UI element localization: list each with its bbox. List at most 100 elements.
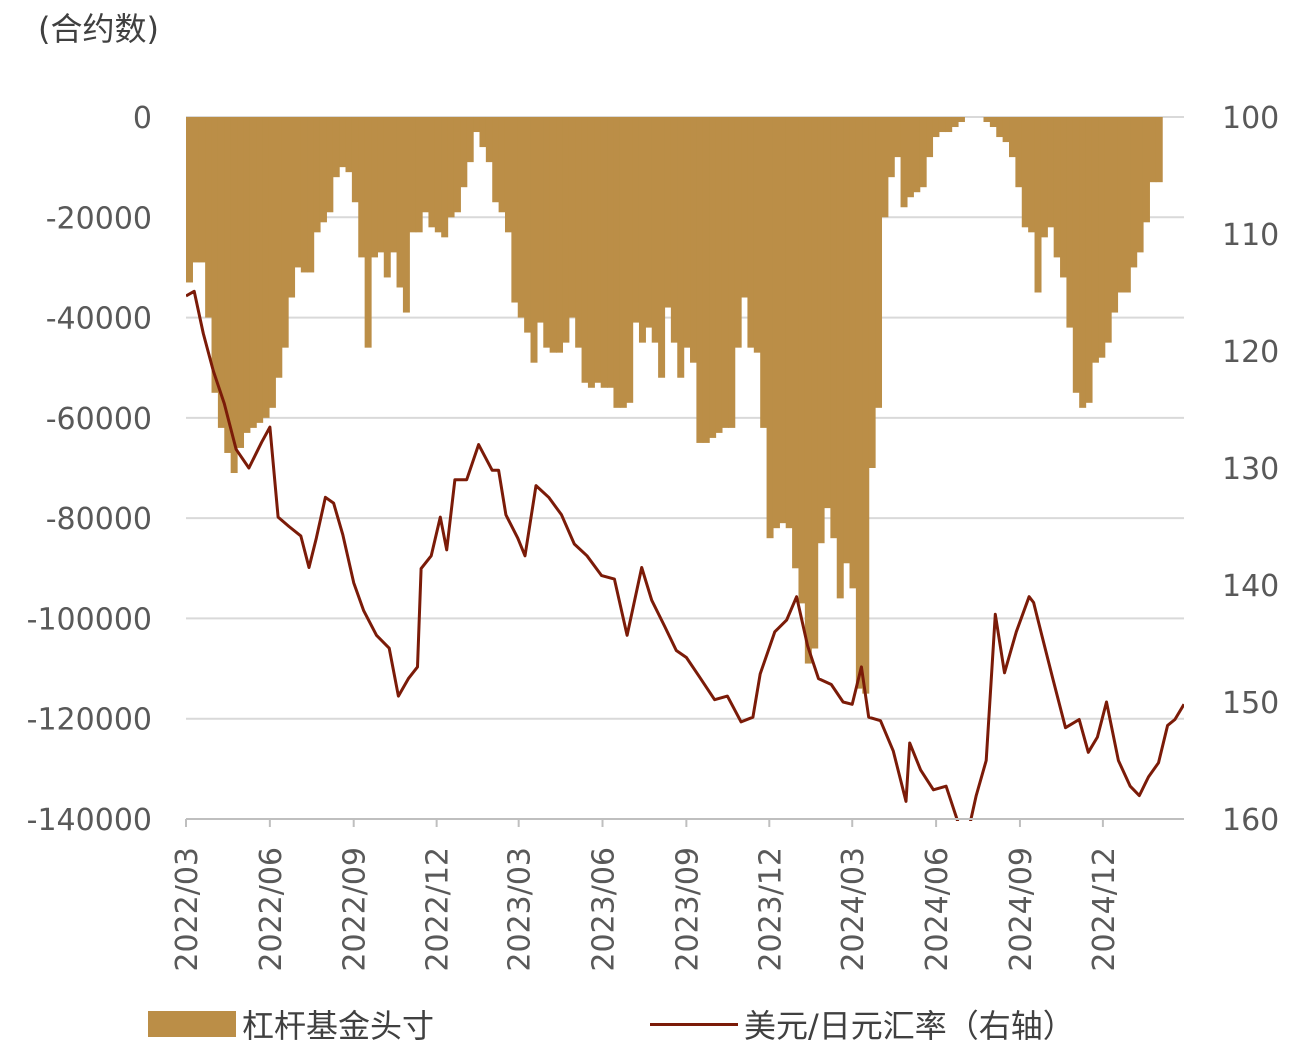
right-tick-label: 130 — [1222, 452, 1279, 487]
bar — [996, 117, 1004, 138]
bar — [651, 117, 659, 343]
bar — [549, 117, 557, 353]
bar — [607, 117, 615, 388]
bar — [1085, 117, 1093, 403]
bar — [1104, 117, 1112, 343]
bar — [396, 117, 404, 288]
bar — [351, 117, 359, 203]
legend-swatch-bar — [148, 1011, 236, 1037]
bar — [945, 117, 953, 133]
legend-label-bar: 杠杆基金头寸 — [242, 1007, 435, 1045]
bar — [619, 117, 627, 408]
bar — [268, 117, 276, 408]
bar — [741, 117, 749, 298]
bar — [1098, 117, 1106, 358]
bar — [1060, 117, 1068, 278]
bar — [932, 117, 940, 138]
bar — [766, 117, 774, 539]
bar — [1117, 117, 1125, 293]
bar — [804, 117, 812, 664]
x-tick-label: 2022/09 — [338, 847, 373, 972]
bar — [696, 117, 704, 443]
bar — [485, 117, 493, 163]
bar — [1142, 117, 1150, 223]
right-tick-label: 120 — [1222, 335, 1279, 370]
bar — [1034, 117, 1042, 293]
bar — [1053, 117, 1061, 258]
bar — [594, 117, 602, 383]
bar — [1040, 117, 1048, 238]
left-tick-label: -60000 — [46, 402, 152, 437]
bar — [632, 117, 640, 323]
right-tick-label: 100 — [1222, 101, 1279, 136]
bar — [683, 117, 691, 348]
bar — [779, 117, 787, 524]
bar — [383, 117, 391, 278]
bar — [192, 117, 200, 263]
bar — [230, 117, 238, 474]
usdjpy-line — [186, 289, 1184, 821]
bar — [460, 117, 468, 188]
bar — [868, 117, 876, 468]
bar — [600, 117, 608, 388]
bar — [575, 117, 583, 348]
bar — [364, 117, 372, 348]
bar — [670, 117, 678, 343]
bar — [1123, 117, 1131, 293]
bar — [1130, 117, 1138, 268]
bar — [894, 117, 902, 158]
bar — [772, 117, 780, 529]
chart-canvas: 0 -20000 -40000 -60000 -80000 -100000 -120000 -… — [27, 101, 1280, 972]
x-tick-label: 2024/09 — [1004, 847, 1039, 972]
bar — [626, 117, 634, 403]
x-tick-label: 2023/12 — [753, 847, 788, 972]
x-tick-label: 2022/12 — [421, 847, 456, 972]
bar — [913, 117, 921, 193]
bar-series-leveraged-funds — [186, 117, 1163, 694]
bar — [664, 117, 672, 308]
bar — [332, 117, 340, 178]
bar — [887, 117, 895, 178]
bar — [441, 117, 449, 238]
bar — [613, 117, 621, 408]
bar — [843, 117, 851, 564]
left-tick-label: -120000 — [27, 703, 152, 738]
left-tick-label: -140000 — [27, 803, 152, 838]
x-tick-label: 2022/03 — [170, 847, 205, 972]
bar — [402, 117, 410, 313]
bar — [721, 117, 729, 428]
bar — [224, 117, 232, 453]
bar — [747, 117, 755, 348]
bar — [753, 117, 761, 353]
bar — [587, 117, 595, 388]
bar — [1002, 117, 1010, 143]
bar — [830, 117, 838, 539]
bar — [1079, 117, 1087, 408]
bar — [1015, 117, 1023, 188]
bar — [728, 117, 736, 428]
bar — [498, 117, 506, 213]
x-tick-label: 2024/06 — [920, 847, 955, 972]
bar — [211, 117, 219, 393]
left-y-axis: 0 -20000 -40000 -60000 -80000 -100000 -120000 -… — [27, 101, 152, 838]
bar — [798, 117, 806, 604]
bar — [358, 117, 366, 258]
bar — [581, 117, 589, 383]
bar — [926, 117, 934, 158]
legend: 杠杆基金头寸 美元/日元汇率（右轴） — [0, 996, 1305, 1052]
bar — [415, 117, 423, 233]
bar — [517, 117, 525, 318]
bar — [536, 117, 544, 323]
right-y-axis: 100 110 120 130 140 150 160 — [1222, 101, 1279, 838]
bar — [313, 117, 321, 233]
bar — [862, 117, 870, 694]
bar — [983, 117, 991, 123]
bar — [760, 117, 768, 428]
bar — [281, 117, 289, 348]
bar — [466, 117, 474, 163]
bar — [479, 117, 487, 148]
bar — [345, 117, 353, 173]
bar — [906, 117, 914, 198]
bar — [377, 117, 385, 253]
bar — [524, 117, 532, 333]
